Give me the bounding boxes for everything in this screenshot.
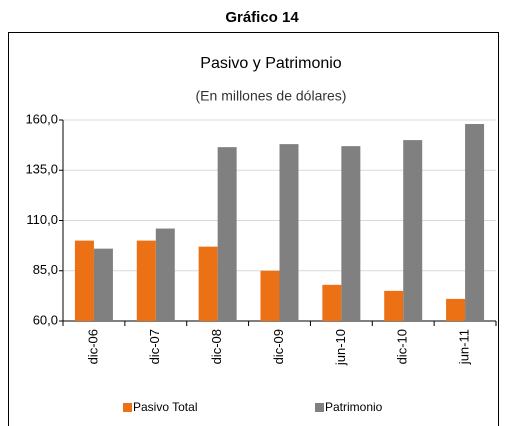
y-tick-label: 60,0 <box>33 312 58 327</box>
figure-label: Gráfico 14 <box>225 9 299 26</box>
frame <box>8 32 499 426</box>
x-tick-label: dic-07 <box>147 329 162 364</box>
legend-swatch <box>123 403 132 412</box>
chart-subtitle: (En millones de dólares) <box>196 88 347 104</box>
bar <box>384 290 404 321</box>
bar <box>93 248 113 321</box>
x-tick-label: dic-08 <box>209 329 224 364</box>
x-tick-label: dic-09 <box>271 329 286 364</box>
bar <box>279 144 299 321</box>
x-tick-label: jun-11 <box>457 329 472 365</box>
bar <box>341 146 361 321</box>
bar <box>465 124 485 322</box>
y-tick-label: 110,0 <box>26 212 58 227</box>
legend-label: Pasivo Total <box>133 400 197 414</box>
chart-title: Pasivo y Patrimonio <box>200 55 341 72</box>
bar <box>198 246 218 321</box>
bar <box>322 284 342 321</box>
bar <box>74 240 94 321</box>
legend-swatch <box>315 403 324 412</box>
bar <box>136 240 156 321</box>
bar <box>260 270 280 321</box>
y-tick-label: 135,0 <box>25 162 58 177</box>
bar <box>217 147 237 321</box>
y-tick-label: 85,0 <box>33 262 58 277</box>
legend-label: Patrimonio <box>325 400 383 414</box>
bar <box>446 298 466 321</box>
y-tick-label: 160,0 <box>25 111 58 126</box>
x-tick-label: dic-10 <box>395 329 410 364</box>
x-tick-label: jun-10 <box>333 329 348 366</box>
bar <box>155 228 175 321</box>
x-tick-label: dic-06 <box>85 329 100 364</box>
bar <box>403 140 423 321</box>
